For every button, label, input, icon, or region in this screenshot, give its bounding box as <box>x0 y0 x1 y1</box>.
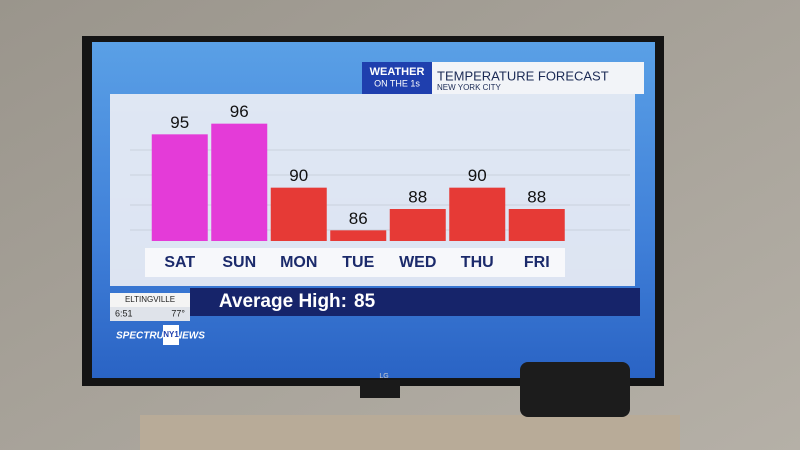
x-tick-label: THU <box>461 254 494 271</box>
bar <box>211 123 268 241</box>
bar <box>270 187 327 241</box>
bar <box>449 187 506 241</box>
value-label: 88 <box>408 187 427 206</box>
x-tick-label: WED <box>399 254 436 271</box>
chart-subtitle: NEW YORK CITY <box>437 83 502 92</box>
value-label: 96 <box>230 102 249 121</box>
x-tick-label: FRI <box>524 254 550 271</box>
value-label: 90 <box>468 166 487 185</box>
ticker-info-box <box>110 307 190 321</box>
ticker-location: ELTINGVILLE <box>125 295 175 304</box>
ticker-temperature: 77° <box>171 308 185 318</box>
brand-line: ON THE 1s <box>374 78 420 88</box>
tv-brand: LG <box>379 373 388 380</box>
camera <box>520 362 630 417</box>
bar <box>389 209 446 241</box>
x-tick-label: SUN <box>222 254 256 271</box>
x-tick-label: TUE <box>342 254 374 271</box>
bar <box>508 209 565 241</box>
plot: 95 SAT 96 SUN 90 MON 86 TUE 88 WED 90 THU 88 FRI <box>130 102 630 271</box>
value-label: 86 <box>349 209 368 228</box>
channel-name: SPECTRUM NEWS <box>116 331 205 342</box>
bar <box>151 134 208 241</box>
category-strip <box>145 248 565 277</box>
channel-badge <box>163 325 179 345</box>
tv-stand <box>360 380 400 398</box>
x-tick-label: SAT <box>164 254 195 271</box>
brand-line: WEATHER <box>370 66 425 78</box>
average-label: Average High: <box>219 291 347 312</box>
x-tick-label: MON <box>280 254 317 271</box>
bar <box>330 230 387 241</box>
ticker-time: 6:51 <box>115 308 133 318</box>
brand-box <box>362 62 432 94</box>
average-bar <box>190 288 640 316</box>
average-value: 85 <box>354 291 376 312</box>
value-label: 88 <box>527 187 546 206</box>
ticker-location-box <box>110 293 190 307</box>
value-label: 95 <box>170 113 189 132</box>
value-label: 90 <box>289 166 308 185</box>
counter <box>140 415 680 450</box>
channel-number: NY1 <box>163 330 179 339</box>
chart-title: TEMPERATURE FORECAST <box>437 68 609 83</box>
